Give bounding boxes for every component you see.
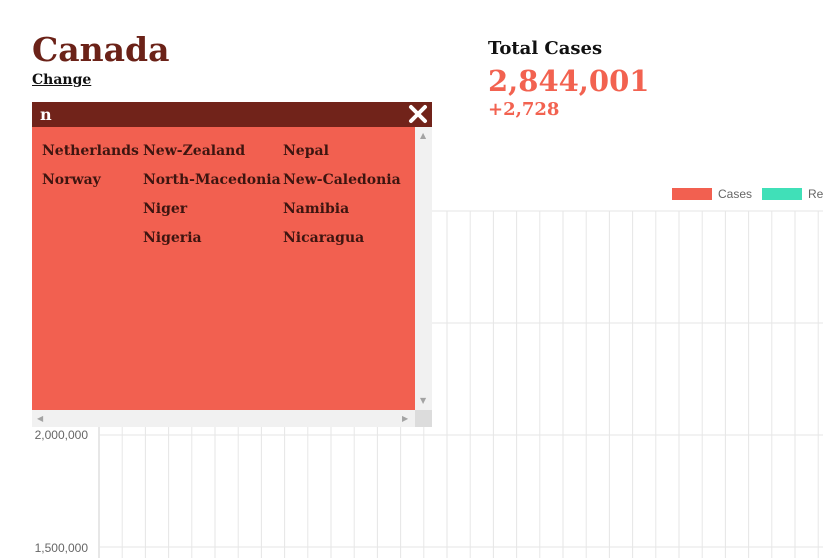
country-title: Canada <box>32 30 170 69</box>
country-option[interactable]: Niger <box>143 201 188 217</box>
stats-panel: Total Cases 2,844,001 +2,728 <box>488 38 649 121</box>
legend-item-re[interactable]: Re <box>762 187 823 201</box>
country-option[interactable]: Namibia <box>283 201 350 217</box>
scrollbar-corner <box>415 410 432 427</box>
country-option[interactable]: New-Zealand <box>143 143 246 159</box>
country-option[interactable]: Nigeria <box>143 230 202 246</box>
country-option[interactable]: Nepal <box>283 143 329 159</box>
country-results: Netherlands Norway New-Zealand North-Mac… <box>32 127 415 410</box>
total-cases-label: Total Cases <box>488 38 603 59</box>
change-country-link[interactable]: Change <box>32 72 92 88</box>
country-search-dropdown: Netherlands Norway New-Zealand North-Mac… <box>32 102 432 427</box>
chart-legend: Cases Re <box>672 187 823 201</box>
results-column-1: Netherlands Norway <box>42 137 139 195</box>
total-cases-value: 2,844,001 <box>488 64 650 98</box>
legend-swatch-cases <box>672 188 712 200</box>
new-cases-delta: +2,728 <box>488 99 560 120</box>
country-search-input[interactable] <box>40 104 400 124</box>
country-option[interactable]: North-Macedonia <box>143 172 281 188</box>
country-option[interactable]: Norway <box>42 172 101 188</box>
y-tick-label: 2,000,000 <box>34 428 88 442</box>
legend-swatch-re <box>762 188 803 200</box>
results-column-3: Nepal New-Caledonia Namibia Nicaragua <box>283 137 401 253</box>
legend-label-re: Re <box>808 187 823 201</box>
scroll-down-icon[interactable]: ▼ <box>420 396 427 405</box>
legend-label-cases: Cases <box>718 187 753 201</box>
scroll-up-icon[interactable]: ▲ <box>420 131 427 140</box>
dropdown-header <box>32 102 432 127</box>
scroll-left-icon[interactable]: ◀ <box>37 414 44 423</box>
vertical-scrollbar[interactable]: ▲ ▼ <box>415 127 432 410</box>
legend-item-cases[interactable]: Cases <box>672 187 752 201</box>
y-tick-label: 1,500,000 <box>34 541 88 555</box>
scroll-right-icon[interactable]: ▶ <box>402 414 409 423</box>
country-option[interactable]: Netherlands <box>42 143 139 159</box>
results-column-2: New-Zealand North-Macedonia Niger Nigeri… <box>143 137 281 253</box>
country-option[interactable]: Nicaragua <box>283 230 365 246</box>
country-option[interactable]: New-Caledonia <box>283 172 401 188</box>
horizontal-scrollbar[interactable]: ◀ ▶ <box>32 410 415 427</box>
close-icon[interactable] <box>408 104 428 124</box>
